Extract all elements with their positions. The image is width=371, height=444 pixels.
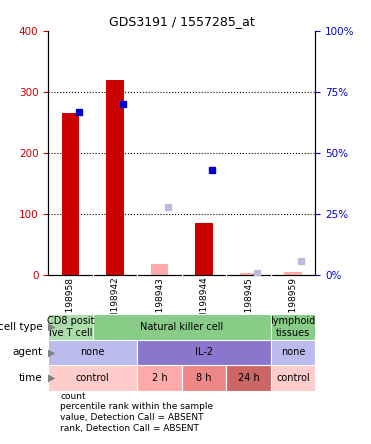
Bar bbox=[48, 365, 137, 391]
Bar bbox=[48, 314, 93, 340]
Text: none: none bbox=[281, 347, 305, 357]
Text: none: none bbox=[81, 347, 105, 357]
Text: percentile rank within the sample: percentile rank within the sample bbox=[60, 402, 214, 411]
Bar bbox=[151, 264, 168, 275]
Bar bbox=[240, 274, 257, 275]
Bar bbox=[62, 114, 79, 275]
Text: ▶: ▶ bbox=[47, 373, 55, 383]
Text: control: control bbox=[276, 373, 310, 383]
Text: count: count bbox=[60, 392, 86, 400]
Text: ▶: ▶ bbox=[47, 322, 55, 332]
Bar bbox=[284, 272, 302, 275]
Bar bbox=[271, 314, 315, 340]
Bar bbox=[271, 340, 315, 365]
Text: rank, Detection Call = ABSENT: rank, Detection Call = ABSENT bbox=[60, 424, 199, 432]
Bar bbox=[93, 314, 271, 340]
Bar bbox=[182, 365, 226, 391]
Text: 8 h: 8 h bbox=[196, 373, 212, 383]
Bar bbox=[48, 340, 137, 365]
Title: GDS3191 / 1557285_at: GDS3191 / 1557285_at bbox=[109, 16, 255, 28]
Bar bbox=[226, 365, 271, 391]
Text: IL-2: IL-2 bbox=[195, 347, 213, 357]
Text: ▶: ▶ bbox=[47, 347, 55, 357]
Text: 24 h: 24 h bbox=[238, 373, 259, 383]
Bar bbox=[106, 80, 124, 275]
Bar bbox=[137, 365, 182, 391]
Bar bbox=[137, 340, 271, 365]
Text: value, Detection Call = ABSENT: value, Detection Call = ABSENT bbox=[60, 413, 204, 422]
Text: Natural killer cell: Natural killer cell bbox=[140, 322, 223, 332]
Text: CD8 posit
ive T cell: CD8 posit ive T cell bbox=[47, 316, 94, 338]
Text: lymphoid
tissues: lymphoid tissues bbox=[270, 316, 316, 338]
Bar bbox=[271, 365, 315, 391]
Text: agent: agent bbox=[13, 347, 43, 357]
Text: cell type: cell type bbox=[0, 322, 43, 332]
Text: time: time bbox=[19, 373, 43, 383]
Text: control: control bbox=[76, 373, 109, 383]
Bar bbox=[195, 223, 213, 275]
Text: 2 h: 2 h bbox=[152, 373, 167, 383]
